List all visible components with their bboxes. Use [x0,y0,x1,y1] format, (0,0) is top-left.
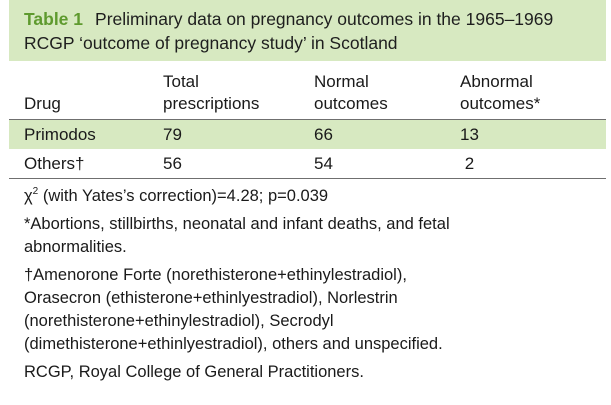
header-abnormal-line-2: outcomes* [460,94,541,113]
table-card: Table 1 Preliminary data on pregnancy out… [9,0,606,384]
header-total-line-1: Total [163,72,199,91]
header-drug: Drug [9,61,161,119]
header-drug-label: Drug [24,94,61,113]
cell-abnormal: 13 [460,124,479,144]
caption-line-1: Table 1 Preliminary data on pregnancy out… [24,7,592,31]
footnote-others-line-3: (norethisterone+ethinylestradiol), Secro… [24,312,334,330]
table-caption: Table 1 Preliminary data on pregnancy out… [9,0,606,61]
chi-text: (with Yates’s correction)=4.28; p=0.039 [38,187,329,205]
footnote-chi-square: χ2 (with Yates’s correction)=4.28; p=0.0… [24,185,600,208]
chi-exponent: 2 [32,186,39,197]
footnote-abnormal-line-2: abnormalities. [24,238,127,256]
cell-drug: Primodos [24,124,96,144]
header-total-line-2: prescriptions [163,94,260,113]
cell-total: 79 [163,124,182,144]
header-abnormal-line-1: Abnormal [460,72,533,91]
table-label: Table 1 [24,9,84,29]
cell-total: 56 [163,153,182,173]
footnote-rcgp: RCGP, Royal College of General Practitio… [24,363,364,381]
footnote-abnormal-line-1: *Abortions, stillbirths, neonatal and in… [24,215,450,233]
table-row-primodos: Primodos 79 66 13 [9,120,606,149]
cell-normal: 54 [314,153,333,173]
footnote-others-definition: †Amenorone Forte (norethisterone+ethinyl… [24,264,600,356]
table-title-line-1: Preliminary data on pregnancy outcomes i… [95,9,554,29]
chi-symbol: χ [24,187,33,205]
footnote-others-line-2: Orasecron (ethisterone+ethinlyestradiol)… [24,289,398,307]
table-header-row: Drug Total prescriptions Normal outcomes… [9,61,606,120]
footnote-others-line-4: (dimethisterone+ethinlyestradiol), other… [24,335,443,353]
table-row-others: Others† 56 54 2 [9,149,606,179]
header-normal-line-1: Normal [314,72,369,91]
cell-drug: Others† [24,153,85,173]
header-normal-line-2: outcomes [314,94,388,113]
footnote-others-line-1: †Amenorone Forte (norethisterone+ethinyl… [24,266,407,284]
cell-abnormal: 2 [460,153,475,173]
header-total-prescriptions: Total prescriptions [161,61,313,119]
cell-normal: 66 [314,124,333,144]
table-title-line-2: RCGP ‘outcome of pregnancy study’ in Sco… [24,33,398,53]
footnote-abnormal-definition: *Abortions, stillbirths, neonatal and in… [24,213,600,259]
header-abnormal-outcomes: Abnormal outcomes* [460,61,606,119]
table-footnotes: χ2 (with Yates’s correction)=4.28; p=0.0… [9,179,606,384]
header-normal-outcomes: Normal outcomes [313,61,460,119]
